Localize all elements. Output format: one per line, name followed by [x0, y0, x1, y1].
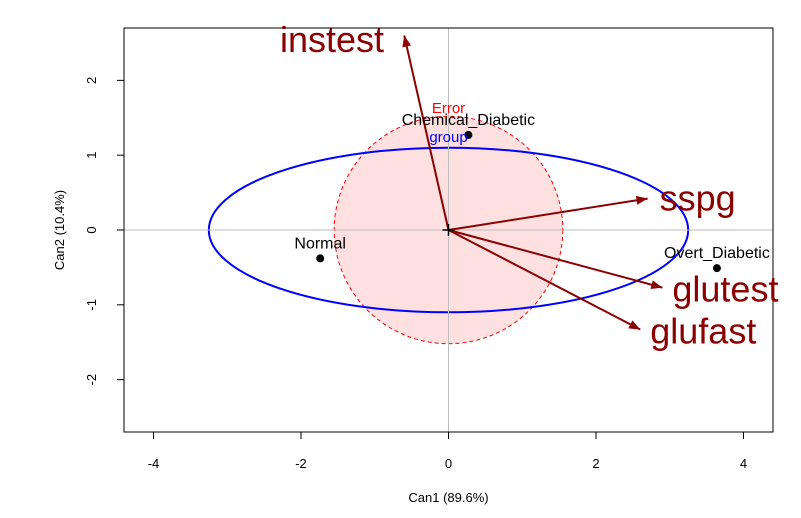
- point-Overt_Diabetic: [712, 264, 721, 273]
- x-tick-label: -2: [295, 456, 307, 471]
- y-axis-title: Can2 (10.4%): [52, 190, 67, 270]
- vector-arrowhead-instest: [402, 35, 412, 48]
- vector-label-instest: instest: [280, 19, 384, 60]
- vector-label-sspg: sspg: [660, 178, 736, 219]
- vector-sspg: [448, 197, 648, 231]
- x-axis-title: Can1 (89.6%): [408, 490, 488, 505]
- x-tick-label: -4: [148, 456, 160, 471]
- y-tick-label: 2: [84, 77, 99, 84]
- point-label-Overt_Diabetic: Overt_Diabetic: [664, 245, 770, 262]
- point-label-Normal: Normal: [294, 235, 346, 252]
- vector-label-glufast: glufast: [650, 311, 756, 352]
- point-label-Chemical_Diabetic: Chemical_Diabetic: [402, 112, 535, 129]
- vector-label-glutest: glutest: [672, 269, 778, 310]
- y-tick-label: -1: [84, 299, 99, 311]
- point-Normal: [316, 254, 325, 263]
- x-tick-label: 4: [740, 456, 747, 471]
- vector-glutest: [448, 229, 663, 289]
- vector-instest: [403, 35, 450, 231]
- x-tick-label: 0: [445, 456, 452, 471]
- group-ellipse-label: group: [429, 129, 467, 146]
- x-tick-label: 2: [592, 456, 599, 471]
- vector-glufast: [448, 229, 641, 331]
- y-tick-label: 0: [84, 226, 99, 233]
- y-tick-label: 1: [84, 152, 99, 159]
- point-Chemical_Diabetic: [464, 130, 473, 139]
- vector-arrowhead-glufast: [628, 320, 641, 330]
- vector-arrowhead-sspg: [635, 195, 648, 205]
- vector-arrowhead-glutest: [650, 280, 663, 290]
- error-ellipse-label: Error: [432, 100, 465, 117]
- y-tick-label: -2: [84, 374, 99, 386]
